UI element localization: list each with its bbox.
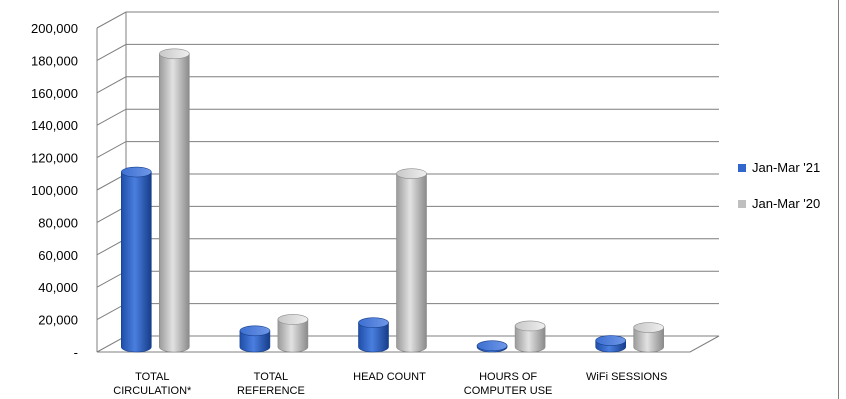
bars — [121, 48, 665, 353]
category-label: TOTAL REFERENCE — [237, 371, 305, 397]
category-label: TOTAL CIRCULATION* — [113, 371, 192, 397]
bar-jan-mar-21-1 — [239, 325, 271, 353]
bar-body — [396, 173, 427, 353]
y-tick-label: 60,000 — [38, 248, 78, 263]
gridlines — [96, 11, 719, 336]
bar-cap — [277, 314, 309, 325]
bar-cap — [159, 48, 190, 60]
gridline — [96, 108, 719, 126]
gridline — [96, 43, 719, 61]
category-labels: TOTAL CIRCULATION* TOTAL REFERENCE HEAD COUN… — [113, 371, 667, 397]
y-tick-label: 100,000 — [31, 183, 78, 198]
bar-cap — [476, 340, 508, 352]
bar-jan-mar-20-3 — [514, 320, 546, 353]
y-tick-label: 180,000 — [31, 53, 78, 68]
category-label: WiFi SESSIONS — [586, 371, 667, 383]
legend-item-0: Jan-Mar '21 — [738, 160, 820, 175]
legend: Jan-Mar '21 Jan-Mar '20 — [738, 160, 820, 211]
bar-body — [239, 330, 271, 353]
bar-cap — [595, 335, 627, 346]
bar-cap — [514, 320, 546, 332]
bar-cap — [121, 166, 152, 178]
bar-cap — [239, 325, 271, 337]
bar-cap — [396, 168, 427, 179]
bar-cap — [633, 322, 665, 333]
bar-body — [358, 322, 389, 353]
legend-item-1: Jan-Mar '20 — [738, 196, 820, 211]
bar-jan-mar-20-0 — [159, 48, 190, 353]
category-label: HEAD COUNT — [353, 371, 426, 383]
chart-border — [838, 0, 839, 399]
y-tick-label: 80,000 — [38, 215, 78, 230]
bar-jan-mar-20-4 — [633, 322, 665, 353]
y-tick-label: 20,000 — [38, 313, 78, 328]
y-tick-label: - — [74, 345, 78, 360]
legend-swatch — [738, 164, 746, 172]
bar-cap — [358, 317, 389, 329]
y-tick-label: 40,000 — [38, 280, 78, 295]
y-axis-ticks: - 20,000 40,000 60,000 80,000 100,000 120,000 1… — [31, 21, 78, 360]
legend-label: Jan-Mar '20 — [752, 196, 820, 211]
legend-label: Jan-Mar '21 — [752, 160, 820, 175]
y-tick-label: 140,000 — [31, 118, 78, 133]
bar-body — [514, 325, 546, 353]
bar-body — [159, 53, 190, 353]
gridline — [96, 141, 719, 159]
bar-jan-mar-20-2 — [396, 168, 427, 353]
bar-jan-mar-20-1 — [277, 314, 309, 353]
bar-jan-mar-21-0 — [121, 166, 152, 353]
category-label: HOURS OF COMPUTER USE — [464, 371, 553, 397]
y-tick-label: 160,000 — [31, 86, 78, 101]
y-tick-label: 200,000 — [31, 21, 78, 36]
bar-body — [277, 319, 309, 353]
gridline — [96, 76, 719, 94]
bar-jan-mar-21-4 — [595, 335, 627, 353]
legend-swatch — [738, 200, 746, 208]
gridline — [96, 11, 719, 29]
bar-jan-mar-21-3 — [476, 340, 508, 353]
bar-jan-mar-21-2 — [358, 317, 389, 353]
bar-body — [121, 171, 152, 353]
bar-body — [633, 327, 664, 353]
y-tick-label: 120,000 — [31, 151, 78, 166]
